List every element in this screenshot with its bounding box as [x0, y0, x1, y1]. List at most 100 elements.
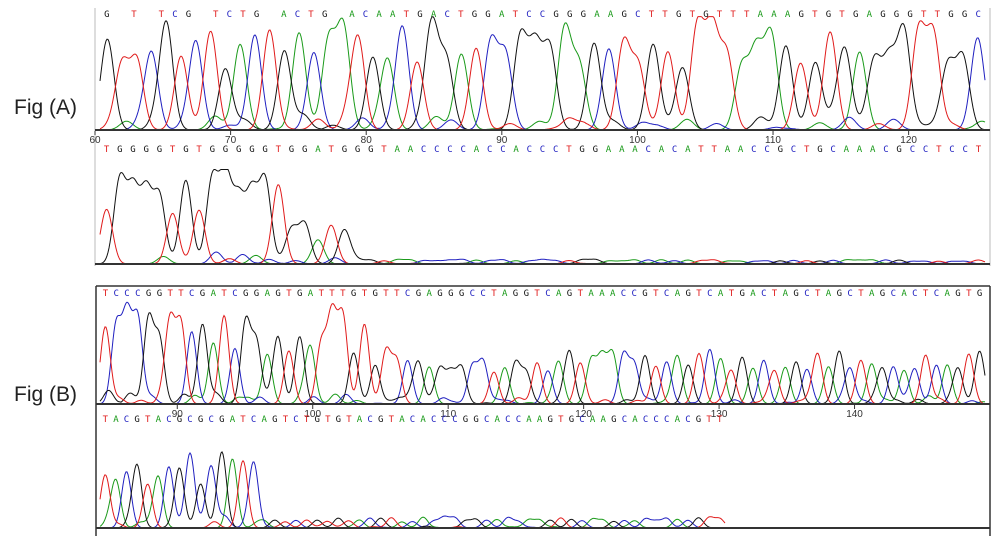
base-call-letter: C [622, 415, 627, 425]
base-call-letter: T [976, 145, 982, 155]
base-call-letter: G [186, 10, 191, 20]
base-call-letter: G [289, 145, 294, 155]
base-call-letter: C [643, 415, 648, 425]
base-call-letter: C [891, 289, 896, 299]
base-call-letter: G [272, 415, 277, 425]
base-call-letter: G [962, 10, 967, 20]
base-call-letter: A [513, 145, 519, 155]
base-call-letter: C [685, 415, 690, 425]
base-call-letter: A [758, 10, 764, 20]
base-call-letter: A [857, 145, 863, 155]
base-call-letter: C [540, 145, 545, 155]
base-call-letter: T [698, 145, 704, 155]
base-call-letter: A [556, 289, 562, 299]
base-call-letter: A [431, 10, 437, 20]
base-call-letter: T [308, 10, 314, 20]
base-call-letter: T [383, 289, 389, 299]
trace-A-1 [100, 239, 985, 265]
base-call-letter: T [404, 10, 410, 20]
base-call-letter: T [744, 10, 750, 20]
base-call-letter: A [632, 145, 638, 155]
base-call-letter: A [944, 289, 950, 299]
base-call-letter: T [730, 10, 736, 20]
base-call-letter: G [547, 415, 552, 425]
base-call-letter: T [772, 289, 778, 299]
base-call-letter: A [600, 415, 606, 425]
base-call-letter: G [581, 10, 586, 20]
base-call-letter: A [901, 289, 907, 299]
base-call-letter: A [230, 415, 236, 425]
base-call-letter: T [103, 415, 109, 425]
base-call-letter: T [858, 289, 864, 299]
base-call-letter: C [124, 289, 129, 299]
base-call-letter: G [463, 415, 468, 425]
base-call-letter: A [718, 289, 724, 299]
base-call-letter: G [685, 289, 690, 299]
base-call-letter: G [448, 289, 453, 299]
base-call-letter: T [167, 289, 173, 299]
base-call-letter: A [599, 289, 605, 299]
base-call-letter: C [516, 415, 521, 425]
base-call-letter: G [472, 10, 477, 20]
base-call-letter: G [177, 415, 182, 425]
base-call-letter: G [437, 289, 442, 299]
base-call-letter: G [297, 289, 302, 299]
base-call-letter: C [447, 145, 452, 155]
base-call-letter: A [357, 415, 363, 425]
base-call-letter: A [785, 10, 791, 20]
base-call-letter: G [948, 10, 953, 20]
base-call-letter: G [342, 145, 347, 155]
base-call-letter: T [283, 415, 289, 425]
base-call-letter: G [198, 415, 203, 425]
base-call-letter: C [791, 145, 796, 155]
base-call-letter: G [569, 415, 574, 425]
base-call-letter: C [621, 289, 626, 299]
base-call-letter: C [545, 289, 550, 299]
base-call-letter: G [117, 145, 122, 155]
base-call-letter: T [513, 10, 519, 20]
base-call-letter: T [921, 10, 927, 20]
base-call-letter: G [157, 145, 162, 155]
base-call-letter: A [632, 415, 638, 425]
base-call-letter: G [611, 415, 616, 425]
base-call-letter: C [912, 289, 917, 299]
base-call-letter: G [336, 415, 341, 425]
base-call-letter: A [619, 145, 625, 155]
base-call-letter: T [340, 289, 346, 299]
base-call-letter: C [635, 10, 640, 20]
figure-a-label: Fig (A) [14, 96, 77, 119]
base-call-letter: A [610, 289, 616, 299]
base-call-letter: C [883, 145, 888, 155]
base-call-letter: C [187, 415, 192, 425]
base-call-letter: C [761, 289, 766, 299]
base-call-letter: A [349, 10, 355, 20]
base-call-letter: G [567, 289, 572, 299]
base-call-letter: T [319, 289, 325, 299]
base-call-letter: T [240, 10, 246, 20]
x-tick-label: 60 [89, 135, 101, 146]
base-call-letter: T [566, 145, 572, 155]
base-call-letter: G [302, 145, 307, 155]
base-call-letter: A [308, 289, 314, 299]
base-call-letter: G [146, 289, 151, 299]
x-tick-label: 90 [496, 135, 508, 146]
base-call-letter: C [505, 415, 510, 425]
base-call-letter: C [434, 145, 439, 155]
base-call-letter: A [376, 10, 382, 20]
base-call-letter: G [696, 415, 701, 425]
base-call-letter: C [208, 415, 213, 425]
base-call-letter: T [923, 289, 929, 299]
base-call-letter: A [474, 145, 480, 155]
base-call-letter: G [249, 145, 254, 155]
base-call-letter: C [113, 289, 118, 299]
base-call-letter: G [210, 145, 215, 155]
x-tick-label: 90 [172, 409, 184, 420]
base-call-letter: G [459, 289, 464, 299]
trace-G-1 [99, 169, 985, 265]
base-call-letter: T [145, 415, 151, 425]
base-call-letter: T [936, 145, 942, 155]
base-call-letter: A [738, 145, 744, 155]
base-call-letter: T [812, 10, 818, 20]
base-call-letter: T [966, 289, 972, 299]
